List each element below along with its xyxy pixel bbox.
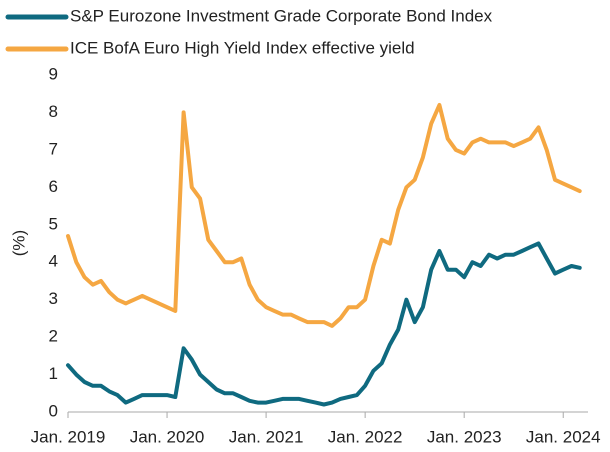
x-tick-label: Jan. 2023 <box>427 427 502 446</box>
y-tick-label: 4 <box>49 252 58 271</box>
y-tick-label: 7 <box>49 139 58 158</box>
y-tick-label: 9 <box>49 64 58 83</box>
series-line <box>66 103 582 328</box>
y-tick-label: 2 <box>49 327 58 346</box>
y-tick-label: 6 <box>49 177 58 196</box>
x-tick-label: Jan. 2024 <box>526 427 601 446</box>
x-tick-label: Jan. 2022 <box>328 427 403 446</box>
y-tick-label: 5 <box>49 214 58 233</box>
y-tick-label: 0 <box>49 401 58 420</box>
x-tick-label: Jan. 2020 <box>130 427 205 446</box>
legend-label: ICE BofA Euro High Yield Index effective… <box>70 38 415 57</box>
x-tick-label: Jan. 2021 <box>229 427 304 446</box>
series-line <box>66 241 582 407</box>
y-tick-label: 8 <box>49 102 58 121</box>
y-tick-label: 1 <box>49 364 58 383</box>
y-axis-label: (%) <box>9 230 28 256</box>
x-tick-label: Jan. 2019 <box>31 427 106 446</box>
y-tick-label: 3 <box>49 289 58 308</box>
legend-label: S&P Eurozone Investment Grade Corporate … <box>70 6 493 25</box>
